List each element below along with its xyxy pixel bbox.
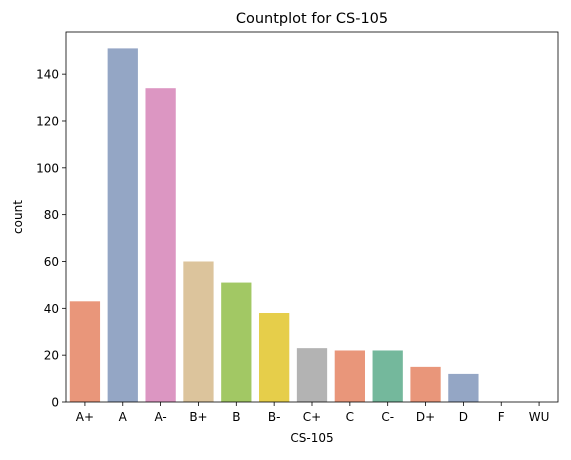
bar-C+ [296,348,328,402]
bar-B [221,282,252,402]
bar-A- [145,88,176,402]
y-axis: 0 20 40 60 80 100 120 140 [36,68,66,410]
y-tick-label: 60 [44,255,59,269]
x-tick-label: WU [529,410,550,424]
x-tick-label: D [459,410,468,424]
y-tick-label: 100 [36,161,59,175]
y-tick-label: 120 [36,114,59,128]
x-tick-label: F [498,410,505,424]
y-axis-label: count [11,200,25,234]
plot-frame [65,31,559,403]
x-tick-label: C+ [303,410,321,424]
x-tick-label: B+ [189,410,207,424]
bar-A+ [69,301,101,402]
bar-C- [372,350,403,402]
x-axis-label: CS-105 [290,431,333,445]
bar-D+ [410,366,441,402]
bar-D [448,373,479,402]
bar-B+ [183,261,214,402]
y-tick-label: 0 [51,396,59,410]
x-tick-label: A- [154,410,166,424]
y-tick-label: 40 [44,302,59,316]
x-tick-label: C- [381,410,394,424]
x-tick-label: B- [268,410,281,424]
y-tick-label: 20 [44,349,59,363]
x-tick-label: B [232,410,240,424]
bar-C [334,350,365,402]
y-tick-label: 140 [36,68,59,82]
x-tick-label: C [346,410,354,424]
x-tick-label: A+ [76,410,94,424]
bar-A [107,48,138,402]
chart-title: Countplot for CS-105 [236,11,388,27]
y-tick-label: 80 [44,208,59,222]
x-tick-label: A [119,410,128,424]
x-tick-label: D+ [416,410,435,424]
bar-B- [259,313,290,402]
x-axis: A+ A A- B+ B B- C+ C C- D+ D F WU [76,402,550,424]
bars-group [69,48,479,402]
